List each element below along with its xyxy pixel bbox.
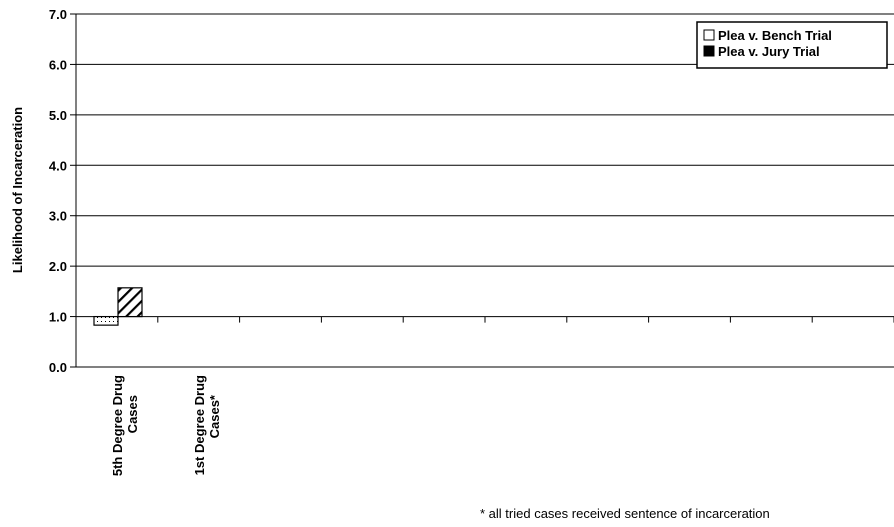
legend-swatch-jury <box>703 45 715 57</box>
legend-label-jury: Plea v. Jury Trial <box>718 44 820 59</box>
gridlines <box>70 13 894 368</box>
y-tick-label: 3.0 <box>49 209 67 224</box>
y-tick-label: 0.0 <box>49 360 67 375</box>
bar-jury-0 <box>117 287 143 318</box>
y-tick-label: 7.0 <box>49 7 67 22</box>
footnote: * all tried cases received sentence of i… <box>480 506 770 521</box>
legend-label-bench: Plea v. Bench Trial <box>718 28 832 43</box>
x-axis-tick-marks <box>157 316 894 323</box>
y-axis-title: Likelihood of Incarceration <box>10 107 25 273</box>
y-axis-tick-labels: 0.0 1.0 2.0 3.0 4.0 5.0 6.0 7.0 <box>49 7 67 375</box>
category-label-line2: Cases* <box>207 394 222 438</box>
y-tick-label: 5.0 <box>49 108 67 123</box>
category-label-1: 1st Degree Drug Cases* <box>192 375 222 475</box>
y-tick-label: 4.0 <box>49 158 67 173</box>
category-labels: 5th Degree Drug Cases 1st Degree Drug Cases… <box>110 375 222 476</box>
legend: Plea v. Bench Trial Plea v. Jury Trial <box>696 21 888 69</box>
category-label-line1: 5th Degree Drug <box>110 375 125 476</box>
y-tick-label: 2.0 <box>49 259 67 274</box>
bar-bench-0 <box>93 315 119 326</box>
category-label-0: 5th Degree Drug Cases <box>110 375 140 476</box>
bars <box>93 287 143 326</box>
category-label-line2: Cases <box>125 395 140 433</box>
legend-box <box>696 21 888 69</box>
category-label-line1: 1st Degree Drug <box>192 375 207 475</box>
y-tick-label: 1.0 <box>49 310 67 325</box>
legend-swatch-bench <box>703 29 715 41</box>
y-tick-label: 6.0 <box>49 57 67 72</box>
